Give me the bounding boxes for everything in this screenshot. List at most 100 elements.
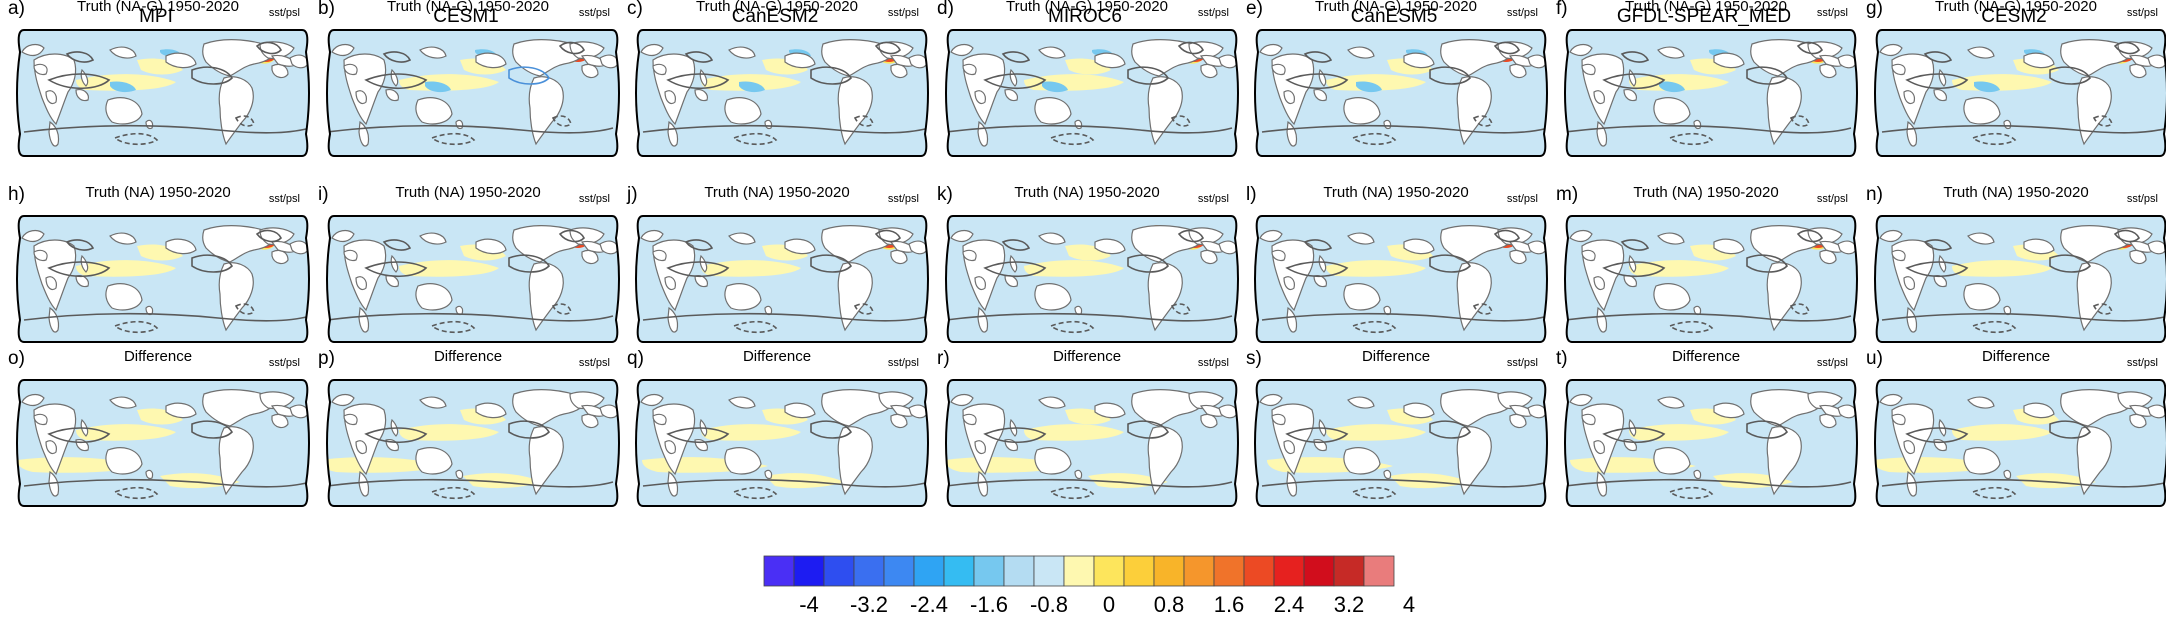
land-mass — [950, 393, 974, 407]
psl-contour-positive — [1565, 478, 1852, 488]
sst-warm-anomaly — [969, 133, 1099, 147]
panel-title: Truth (NA) 1950-2020 — [1323, 184, 1469, 201]
land-mass — [48, 470, 60, 497]
psl-contour-positive — [1127, 254, 1170, 273]
land-mass — [1343, 97, 1381, 125]
psl-contour-positive — [255, 229, 282, 243]
psl-contour-negative — [2092, 303, 2113, 315]
land-mass — [728, 232, 756, 245]
psl-contour-negative — [430, 132, 476, 146]
land-mass — [977, 470, 989, 497]
sst-warm-anomaly — [344, 133, 474, 147]
land-mass — [331, 43, 355, 57]
colorbar-tick-label: -0.8 — [1030, 592, 1068, 617]
panel-title: Truth (NA-G) 1950-2020 — [386, 0, 549, 15]
land-mass — [1623, 89, 1637, 102]
land-mass — [105, 97, 143, 125]
land-mass — [1283, 90, 1295, 105]
land-mass — [475, 238, 507, 255]
land-mass — [974, 440, 986, 455]
psl-contour-negative — [1049, 132, 1095, 146]
land-mass — [652, 63, 667, 76]
sst-warm-anomaly — [1271, 133, 1401, 147]
colorbar-box — [1333, 555, 1365, 587]
map-outline — [326, 215, 620, 343]
land-mass — [962, 413, 977, 426]
psl-contour-positive — [65, 239, 95, 251]
sst-warm-anomaly — [1326, 424, 1426, 441]
land-mass — [1713, 238, 1745, 255]
psl-contour-positive — [23, 478, 309, 488]
map-outline — [1874, 215, 2166, 343]
psl-contour-positive — [382, 239, 412, 251]
land-mass — [837, 426, 873, 496]
land-mass — [1034, 283, 1072, 311]
land-mass — [331, 229, 355, 243]
land-mass — [950, 43, 974, 57]
map-outline — [16, 379, 310, 507]
land-mass — [1693, 469, 1702, 480]
variable-label: sst/psl — [268, 7, 300, 19]
land-mass — [1967, 396, 1995, 409]
psl-contour-negative — [1049, 486, 1095, 500]
psl-contour-positive — [23, 124, 309, 134]
psl-contour-positive — [946, 124, 1233, 134]
land-mass — [1313, 89, 1327, 102]
psl-contour-negative — [1668, 320, 1714, 334]
psl-contour-positive — [1001, 239, 1031, 251]
colorbar-box — [763, 555, 795, 587]
land-mass — [1569, 393, 1593, 407]
land-mass — [21, 229, 45, 243]
world-map — [326, 379, 620, 507]
map-panel: d) Truth (NA-G) 1950-2020 sst/psl — [937, 0, 1239, 168]
land-mass — [1456, 426, 1492, 496]
psl-contour-positive — [1602, 73, 1666, 90]
map-panel: j) Truth (NA) 1950-2020 sst/psl — [627, 182, 929, 354]
psl-contour-positive — [47, 73, 111, 90]
psl-contour-positive — [684, 239, 714, 251]
psl-contour-positive — [946, 312, 1233, 322]
psl-contour-positive — [327, 478, 614, 488]
land-mass — [48, 120, 60, 147]
land-mass — [1038, 396, 1066, 409]
sst-cool-anomaly — [1356, 81, 1382, 93]
variable-label: sst/psl — [1506, 193, 1538, 205]
land-mass — [415, 97, 453, 125]
map-panel: u) Difference sst/psl — [1866, 346, 2166, 518]
panel-label: c) — [627, 0, 643, 19]
land-mass — [1038, 232, 1066, 245]
land-mass — [950, 229, 974, 243]
sst-warm-anomaly — [1326, 74, 1426, 91]
map-panel: r) Difference sst/psl — [937, 346, 1239, 518]
sst-warm-anomaly — [76, 424, 176, 441]
land-mass — [1593, 276, 1605, 291]
variable-label: sst/psl — [2126, 357, 2158, 369]
land-mass — [218, 76, 254, 146]
sst-warm-anomaly — [41, 319, 171, 333]
model-title: CESM1 — [433, 6, 499, 27]
psl-contour-positive — [1881, 478, 2166, 488]
sst-warm-anomaly — [41, 133, 171, 147]
land-mass — [1713, 402, 1745, 419]
land-mass — [21, 393, 45, 407]
psl-contour-positive — [364, 261, 428, 278]
land-mass — [1903, 90, 1915, 105]
land-mass — [145, 469, 154, 480]
land-mass — [1596, 470, 1608, 497]
world-map — [16, 379, 310, 507]
sst-warm-anomaly — [1952, 260, 2052, 277]
psl-contour-positive — [508, 254, 551, 273]
land-mass — [1879, 229, 1903, 243]
land-mass — [2003, 469, 2012, 480]
sst-warm-anomaly — [327, 293, 446, 309]
land-mass — [419, 232, 447, 245]
land-mass — [1038, 46, 1066, 59]
land-mass — [105, 447, 143, 475]
psl-contour-negative — [1472, 115, 1493, 127]
psl-contour-negative — [1789, 303, 1810, 315]
psl-contour-negative — [430, 486, 476, 500]
variable-label: sst/psl — [887, 7, 919, 19]
psl-contour-positive — [1493, 41, 1520, 55]
psl-contour-positive — [810, 66, 853, 85]
